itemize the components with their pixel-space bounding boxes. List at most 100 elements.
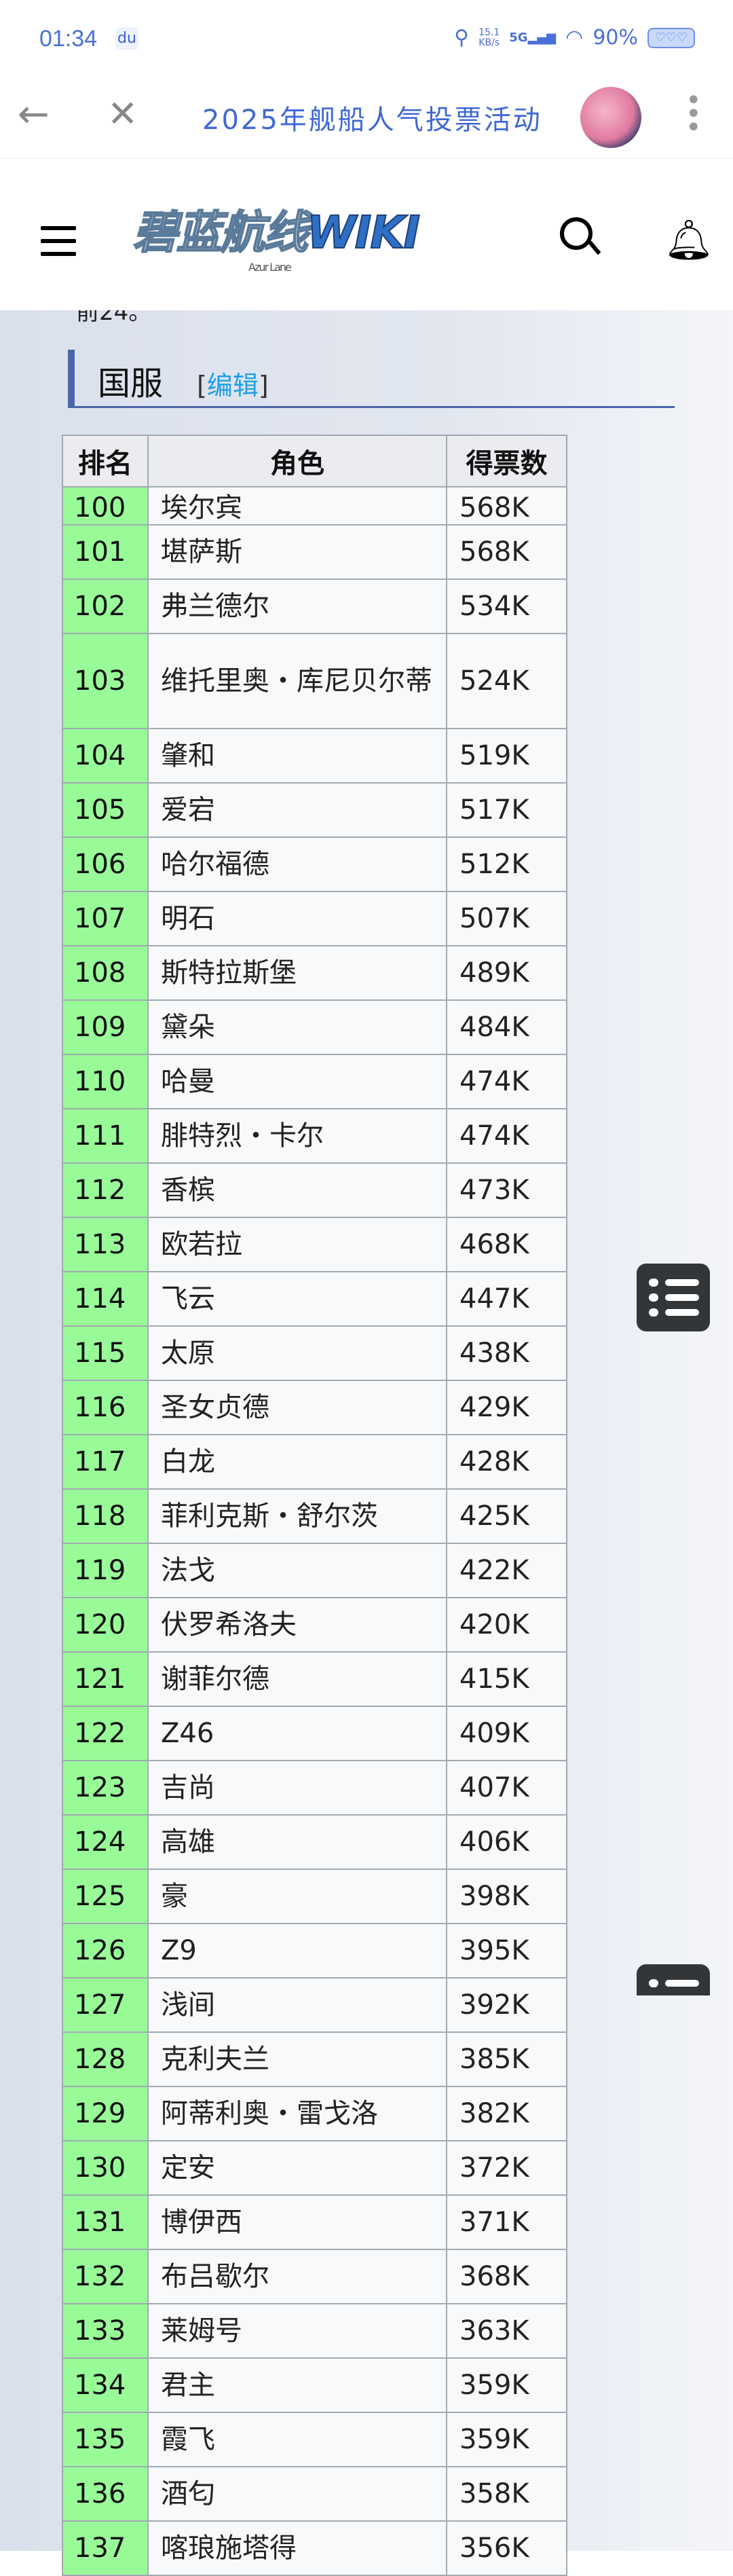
page-content: 前24。 国服 [编辑] 排名 角色 得票数 100 埃尔宾 568K 101 堪萨斯 5… xyxy=(0,310,733,2576)
character-cell[interactable]: 吉尚 xyxy=(149,1761,447,1814)
table-row: 105 爱宕 517K xyxy=(63,782,566,836)
votes-cell: 422K xyxy=(459,1555,529,1586)
character-cell[interactable]: 堪萨斯 xyxy=(149,526,447,578)
network-type: 5G xyxy=(509,31,528,45)
character-cell[interactable]: 维托里奥・库尼贝尔蒂 xyxy=(149,634,447,728)
table-row: 103 维托里奥・库尼贝尔蒂 524K xyxy=(63,633,566,728)
character-cell[interactable]: Z9 xyxy=(149,1924,447,1977)
table-row: 135 霞飞 359K xyxy=(63,2412,566,2466)
rank-cell: 109 xyxy=(63,1001,149,1054)
character-cell[interactable]: 克利夫兰 xyxy=(149,2033,447,2086)
character-cell[interactable]: 喀琅施塔得 xyxy=(149,2522,447,2575)
rank-cell: 114 xyxy=(63,1272,149,1325)
character-cell[interactable]: 太原 xyxy=(149,1327,447,1380)
character-cell[interactable]: 高雄 xyxy=(149,1816,447,1869)
close-icon[interactable]: ✕ xyxy=(107,92,138,135)
votes-cell: 438K xyxy=(459,1338,529,1369)
character-cell[interactable]: 埃尔宾 xyxy=(149,487,447,524)
table-row: 124 高雄 406K xyxy=(63,1814,566,1869)
character-cell[interactable]: 黛朵 xyxy=(149,1001,447,1054)
character-cell[interactable]: 哈尔福德 xyxy=(149,838,447,891)
avatar[interactable] xyxy=(580,87,641,148)
table-row: 114 飞云 447K xyxy=(63,1271,566,1325)
character-cell[interactable]: 法戈 xyxy=(149,1544,447,1597)
votes-cell: 425K xyxy=(459,1501,529,1532)
rank-cell: 123 xyxy=(63,1761,149,1814)
rank-cell: 105 xyxy=(63,784,149,836)
character-cell[interactable]: 君主 xyxy=(149,2359,447,2412)
location-icon: ⚲ xyxy=(454,26,470,50)
hamburger-menu-icon[interactable] xyxy=(41,226,76,256)
character-cell[interactable]: 明石 xyxy=(149,892,447,945)
character-cell[interactable]: 霞飞 xyxy=(149,2413,447,2466)
votes-cell: 468K xyxy=(459,1229,529,1260)
character-cell[interactable]: 腓特烈・卡尔 xyxy=(149,1109,447,1162)
character-cell[interactable]: 爱宕 xyxy=(149,784,447,836)
character-cell[interactable]: 阿蒂利奥・雷戈洛 xyxy=(149,2087,447,2140)
character-cell[interactable]: 斯特拉斯堡 xyxy=(149,946,447,999)
signal-icon: 5G▂▄▆ xyxy=(509,31,557,45)
logo-text: 碧蓝航线 xyxy=(132,206,309,259)
table-row: 133 莱姆号 363K xyxy=(63,2303,566,2357)
character-cell[interactable]: 浅间 xyxy=(149,1979,447,2031)
rank-cell: 101 xyxy=(63,526,149,578)
arrow-left-icon[interactable]: ← xyxy=(18,92,50,136)
character-cell[interactable]: 布吕歇尔 xyxy=(149,2250,447,2303)
rank-cell: 133 xyxy=(63,2304,149,2357)
character-cell[interactable]: 酒匂 xyxy=(149,2467,447,2520)
character-cell[interactable]: 博伊西 xyxy=(149,2196,447,2249)
character-cell[interactable]: 欧若拉 xyxy=(149,1218,447,1271)
character-cell[interactable]: 圣女贞德 xyxy=(149,1381,447,1434)
wiki-logo[interactable]: 碧蓝航线WIKI Azur Lane xyxy=(132,206,421,274)
logo-wiki: WIKI xyxy=(306,206,421,259)
header-rank[interactable]: 排名 xyxy=(63,436,149,486)
header-character[interactable]: 角色 xyxy=(149,436,447,486)
character-cell[interactable]: 哈曼 xyxy=(149,1055,447,1108)
character-cell[interactable]: 谢菲尔德 xyxy=(149,1653,447,1706)
bell-icon[interactable]: 🔔︎ xyxy=(664,217,714,263)
search-icon[interactable] xyxy=(560,217,593,250)
character-cell[interactable]: Z46 xyxy=(149,1707,447,1760)
rank-cell: 117 xyxy=(63,1435,149,1488)
character-cell[interactable]: 飞云 xyxy=(149,1272,447,1325)
bracket-close: ] xyxy=(258,371,269,401)
character-cell[interactable]: 弗兰德尔 xyxy=(149,580,447,633)
votes-cell: 406K xyxy=(459,1826,529,1858)
edit-link: [编辑] xyxy=(197,365,269,402)
rank-cell: 137 xyxy=(63,2522,149,2575)
character-cell[interactable]: 菲利克斯・舒尔茨 xyxy=(149,1490,447,1543)
character-cell[interactable]: 肇和 xyxy=(149,729,447,782)
votes-cell: 356K xyxy=(459,2533,529,2564)
table-row: 129 阿蒂利奥・雷戈洛 382K xyxy=(63,2086,566,2140)
character-cell[interactable]: 莱姆号 xyxy=(149,2304,447,2357)
rank-cell: 128 xyxy=(63,2033,149,2086)
character-cell[interactable]: 豪 xyxy=(149,1870,447,1923)
table-of-contents-icon[interactable] xyxy=(637,1964,710,1995)
character-cell[interactable]: 香槟 xyxy=(149,1164,447,1217)
table-row: 126 Z9 395K xyxy=(63,1923,566,1977)
net-speed-unit: KB/s xyxy=(478,37,500,48)
wiki-header: 碧蓝航线WIKI Azur Lane 🔔︎ xyxy=(0,160,733,310)
battery-percent: 90% xyxy=(593,26,638,50)
table-row: 131 博伊西 371K xyxy=(63,2194,566,2249)
table-row: 134 君主 359K xyxy=(63,2357,566,2412)
votes-cell: 512K xyxy=(459,849,529,880)
character-cell[interactable]: 伏罗希洛夫 xyxy=(149,1598,447,1651)
more-vertical-icon[interactable]: • • • xyxy=(685,85,702,143)
header-votes[interactable]: 得票数 xyxy=(466,448,548,479)
table-row: 122 Z46 409K xyxy=(63,1706,566,1760)
votes-cell: 372K xyxy=(459,2152,529,2184)
rank-cell: 112 xyxy=(63,1164,149,1217)
rank-cell: 100 xyxy=(63,487,149,524)
edit-button[interactable]: 编辑 xyxy=(206,371,259,401)
rank-cell: 135 xyxy=(63,2413,149,2466)
clipped-text: 前24。 xyxy=(76,310,152,325)
character-cell[interactable]: 白龙 xyxy=(149,1435,447,1488)
table-row: 108 斯特拉斯堡 489K xyxy=(63,945,566,999)
table-of-contents-icon[interactable] xyxy=(637,1264,710,1331)
table-row: 116 圣女贞德 429K xyxy=(63,1380,566,1434)
table-row: 136 酒匂 358K xyxy=(63,2466,566,2520)
rank-cell: 104 xyxy=(63,729,149,782)
character-cell[interactable]: 定安 xyxy=(149,2141,447,2194)
votes-cell: 371K xyxy=(459,2207,529,2238)
